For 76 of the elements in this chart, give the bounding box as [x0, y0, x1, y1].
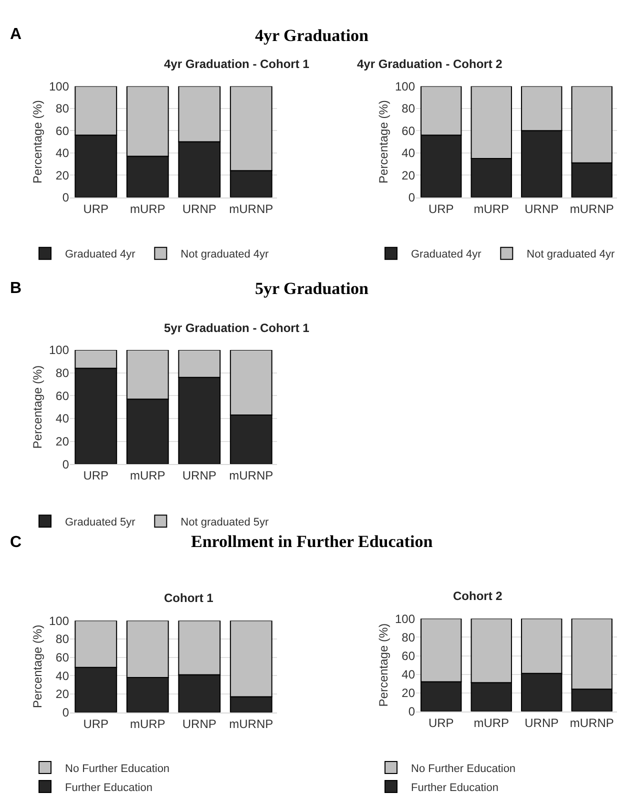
y-tick-label: 80 [402, 630, 416, 644]
legend-label: Graduated 4yr [65, 248, 136, 261]
y-axis-title: Percentage (%) [376, 623, 390, 707]
x-tick-label: URP [83, 202, 109, 216]
legend-label: No Further Education [65, 762, 170, 775]
y-axis-title: Percentage (%) [30, 365, 44, 449]
text: Enrollment in Further Education [191, 532, 434, 551]
legend-label: Further Education [411, 782, 498, 794]
x-tick-label: mURP [474, 716, 510, 730]
legend-label: Not graduated 4yr [180, 248, 270, 261]
legend-label: Not graduated 5yr [180, 516, 270, 528]
y-tick-label: 80 [56, 632, 70, 646]
y-tick-label: 60 [56, 124, 70, 138]
y-tick-label: 80 [402, 102, 416, 116]
y-tick-label: 100 [48, 614, 70, 628]
y-tick-label: 0 [62, 190, 70, 205]
x-tick-label: URP [83, 716, 109, 731]
y-tick-label: 40 [56, 412, 70, 426]
y-axis-title: Percentage (%) [30, 624, 44, 708]
y-tick-label: 20 [56, 168, 70, 182]
y-tick-label: 0 [408, 190, 416, 205]
x-tick-label: mURNP [229, 716, 274, 731]
x-tick-label: URNP [182, 202, 216, 216]
y-tick-label: 100 [48, 343, 70, 358]
legend-label: Not graduated 4yr [526, 248, 616, 261]
chart-title: 4yr Graduation - Cohort 2 [357, 57, 503, 71]
x-tick-label: mURP [130, 716, 166, 731]
y-tick-label: 100 [48, 79, 70, 94]
x-tick-label: URP [428, 202, 454, 216]
y-tick-label: 0 [62, 706, 70, 720]
y-axis-title: Percentage (%) [376, 100, 390, 184]
x-tick-label: mURP [130, 468, 166, 482]
y-tick-label: 40 [402, 146, 416, 160]
y-tick-label: 60 [402, 124, 416, 138]
y-tick-label: 40 [56, 146, 70, 160]
legend-label: Graduated 5yr [65, 516, 136, 528]
y-tick-label: 20 [56, 434, 70, 448]
text: C [10, 534, 22, 551]
y-tick-label: 60 [402, 648, 416, 663]
chart-title: 5yr Graduation - Cohort 1 [164, 321, 310, 335]
x-tick-label: URNP [524, 716, 559, 730]
text: B [10, 280, 22, 297]
text: A [10, 26, 22, 43]
legend-label: Graduated 4yr [411, 248, 482, 261]
y-tick-label: 40 [402, 668, 416, 682]
y-tick-label: 40 [56, 668, 70, 683]
x-tick-label: mURNP [229, 202, 274, 216]
y-tick-label: 20 [402, 168, 416, 182]
y-tick-label: 80 [56, 102, 70, 116]
y-tick-label: 20 [56, 687, 70, 702]
y-tick-label: 100 [394, 612, 416, 626]
x-tick-label: URP [83, 468, 109, 482]
y-tick-label: 0 [62, 457, 70, 472]
x-tick-label: mURNP [570, 716, 614, 730]
x-tick-label: mURNP [570, 202, 614, 216]
x-tick-label: mURNP [229, 468, 274, 482]
chart-title: Cohort 1 [164, 591, 214, 605]
x-tick-label: URP [428, 716, 454, 730]
y-tick-label: 60 [56, 388, 70, 403]
text: 5yr Graduation [255, 279, 370, 298]
y-tick-label: 0 [408, 704, 416, 719]
x-tick-label: URNP [182, 716, 216, 731]
chart-title: Cohort 2 [453, 589, 503, 603]
x-tick-label: mURP [474, 202, 510, 216]
x-tick-label: URNP [524, 202, 559, 216]
text: 4yr Graduation [255, 26, 370, 45]
y-tick-label: 80 [56, 366, 70, 380]
legend-label: Further Education [65, 782, 152, 794]
x-tick-label: mURP [130, 202, 166, 216]
y-axis-title: Percentage (%) [30, 100, 44, 184]
legend-label: No Further Education [411, 762, 516, 775]
y-tick-label: 100 [394, 79, 416, 94]
y-tick-label: 60 [56, 650, 70, 665]
y-tick-label: 20 [402, 686, 416, 700]
x-tick-label: URNP [182, 468, 216, 482]
chart-title: 4yr Graduation - Cohort 1 [164, 57, 310, 71]
